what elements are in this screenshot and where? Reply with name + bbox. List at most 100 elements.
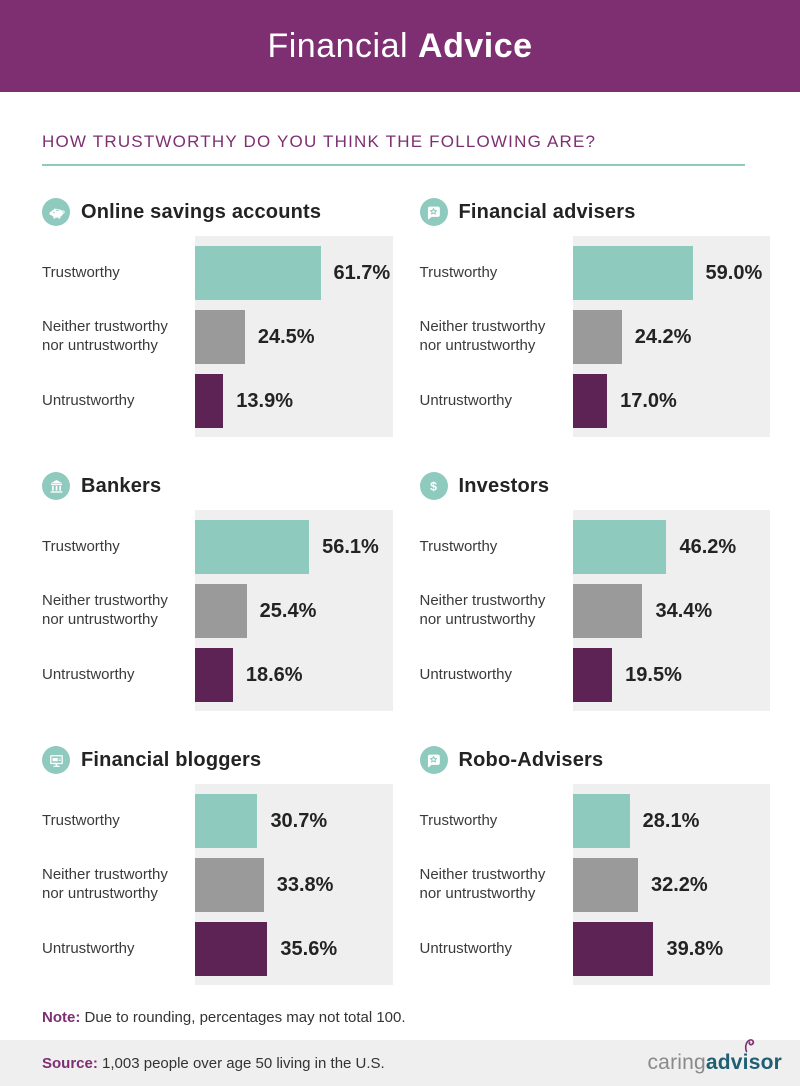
note-text: Note: Due to rounding, percentages may n… xyxy=(42,1009,770,1026)
svg-text:$: $ xyxy=(430,479,437,493)
source-prefix: Source: xyxy=(42,1054,98,1072)
page-title-regular: Financial xyxy=(267,26,409,65)
panel-title: Bankers xyxy=(81,474,162,497)
bar-untrustworthy xyxy=(572,374,608,428)
monitor-icon xyxy=(42,746,70,774)
main-content: HOW TRUSTWORTHY DO YOU THINK THE FOLLOWI… xyxy=(0,132,800,1086)
bar-trustworthy xyxy=(195,794,258,848)
bar-chart: Trustworthy Neither trustworthy nor untr… xyxy=(419,236,771,437)
bar-row: 33.8% xyxy=(195,858,393,912)
bar-row: 35.6% xyxy=(195,922,393,976)
panel-title: Online savings accounts xyxy=(81,200,322,223)
page-title: Financial Advice xyxy=(267,27,532,66)
category-labels: Trustworthy Neither trustworthy nor untr… xyxy=(420,784,573,985)
panel-investors: $ Investors Trustworthy Neither trustwor… xyxy=(419,472,771,711)
panel-online-savings-accounts: Online savings accounts Trustworthy Neit… xyxy=(42,198,393,437)
panels-grid: Online savings accounts Trustworthy Neit… xyxy=(42,198,770,985)
panel-robo-advisers: Robo-Advisers Trustworthy Neither trustw… xyxy=(419,746,771,985)
bar-trustworthy xyxy=(195,520,310,574)
category-label: Untrustworthy xyxy=(419,939,513,957)
value-label: 59.0% xyxy=(705,261,763,284)
bar-neither xyxy=(195,584,247,638)
bar-row: 28.1% xyxy=(572,794,771,848)
category-labels: Trustworthy Neither trustworthy nor untr… xyxy=(42,784,195,985)
bar-row: 19.5% xyxy=(572,648,771,702)
note-prefix: Note: xyxy=(42,1009,81,1026)
bar-untrustworthy xyxy=(195,374,224,428)
bar-untrustworthy xyxy=(195,922,268,976)
category-labels: Trustworthy Neither trustworthy nor untr… xyxy=(420,510,573,711)
note-body: Due to rounding, percentages may not tot… xyxy=(80,1009,406,1026)
panel-title: Financial bloggers xyxy=(81,748,262,771)
bar-row: 25.4% xyxy=(195,584,393,638)
category-label: Neither trustworthy nor untrustworthy xyxy=(42,866,168,902)
bar-chart: Trustworthy Neither trustworthy nor untr… xyxy=(42,784,393,985)
category-label: Trustworthy xyxy=(42,537,120,555)
bar-row: 34.4% xyxy=(572,584,771,638)
panel-title: Robo-Advisers xyxy=(458,748,604,771)
bar-trustworthy xyxy=(195,246,321,300)
section-heading: HOW TRUSTWORTHY DO YOU THINK THE FOLLOWI… xyxy=(42,132,745,166)
category-label: Neither trustworthy nor untrustworthy xyxy=(419,866,546,902)
bar-row: 61.7% xyxy=(195,246,393,300)
chart-plot-area: 59.0% 24.2% 17.0% xyxy=(572,236,771,437)
bar-row: 46.2% xyxy=(572,520,771,574)
bar-row: 24.2% xyxy=(572,310,771,364)
category-label: Untrustworthy xyxy=(42,665,135,683)
chart-plot-area: 28.1% 32.2% 39.8% xyxy=(572,784,771,985)
category-label: Untrustworthy xyxy=(419,391,513,409)
panel-title: Investors xyxy=(458,474,550,497)
bar-row: 39.8% xyxy=(572,922,771,976)
value-label: 32.2% xyxy=(651,873,708,896)
value-label: 13.9% xyxy=(236,389,293,412)
source-text: Source: 1,003 people over age 50 living … xyxy=(42,1055,385,1072)
category-label: Untrustworthy xyxy=(419,665,513,683)
value-label: 30.7% xyxy=(270,809,328,832)
value-label: 24.2% xyxy=(634,325,692,348)
value-label: 61.7% xyxy=(333,261,391,284)
value-label: 24.5% xyxy=(257,325,315,348)
caring-advisor-logo: caring advisor xyxy=(647,1039,782,1075)
page-title-bold: Advice xyxy=(418,26,533,65)
bar-chart: Trustworthy Neither trustworthy nor untr… xyxy=(42,236,393,437)
source-body: 1,003 people over age 50 living in the U… xyxy=(97,1054,385,1072)
bar-untrustworthy xyxy=(195,648,233,702)
logo-advisor-text: advisor xyxy=(705,1051,782,1074)
panel-financial-bloggers: Financial bloggers Trustworthy Neither t… xyxy=(42,746,393,985)
category-label: Untrustworthy xyxy=(42,391,135,409)
category-label: Untrustworthy xyxy=(42,939,135,957)
bar-row: 24.5% xyxy=(195,310,393,364)
category-label: Neither trustworthy nor untrustworthy xyxy=(419,592,546,628)
panel-title: Financial advisers xyxy=(458,200,636,223)
value-label: 28.1% xyxy=(642,809,700,832)
bar-untrustworthy xyxy=(572,648,613,702)
value-label: 46.2% xyxy=(679,535,737,558)
panel-header: Bankers xyxy=(42,472,393,500)
value-label: 25.4% xyxy=(259,599,317,622)
value-label: 18.6% xyxy=(245,663,303,686)
bar-chart: Trustworthy Neither trustworthy nor untr… xyxy=(420,784,771,985)
bar-untrustworthy xyxy=(572,922,654,976)
bar-row: 13.9% xyxy=(195,374,393,428)
value-label: 56.1% xyxy=(322,535,379,558)
category-labels: Trustworthy Neither trustworthy nor untr… xyxy=(42,510,195,711)
panel-header: Robo-Advisers xyxy=(419,746,771,774)
panel-header: Financial advisers xyxy=(419,198,771,226)
bar-row: 18.6% xyxy=(195,648,393,702)
bar-neither xyxy=(572,584,643,638)
chat-star-icon xyxy=(419,746,448,774)
category-label: Neither trustworthy nor untrustworthy xyxy=(42,592,168,628)
panel-header: $ Investors xyxy=(419,472,771,500)
value-label: 34.4% xyxy=(655,599,713,622)
dollar-icon: $ xyxy=(419,472,448,500)
chart-plot-area: 61.7% 24.5% 13.9% xyxy=(195,236,393,437)
piggy-bank-icon xyxy=(42,198,70,226)
bar-row: 32.2% xyxy=(572,858,771,912)
category-label: Trustworthy xyxy=(419,537,498,555)
bar-chart: Trustworthy Neither trustworthy nor untr… xyxy=(420,510,771,711)
value-label: 19.5% xyxy=(625,663,682,686)
panel-header: Online savings accounts xyxy=(42,198,393,226)
source-band: Source: 1,003 people over age 50 living … xyxy=(0,1039,800,1086)
bar-row: 17.0% xyxy=(572,374,771,428)
category-label: Trustworthy xyxy=(419,811,498,829)
